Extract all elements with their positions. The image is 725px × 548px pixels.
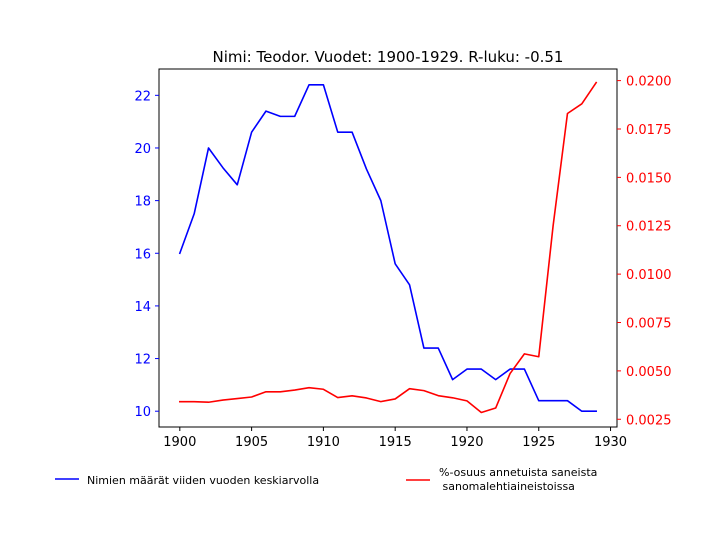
series-line-2	[179, 81, 598, 414]
legend-label-line: %-osuus annetuista saneista	[439, 466, 597, 479]
plot-frame	[158, 68, 618, 428]
plot-area: 1900 1905 1910 1915 1920 1925 1930 10 12 14 16 18 20…	[134, 68, 672, 450]
x-tick-label: 1920	[450, 435, 483, 450]
x-tick-label: 1930	[594, 435, 627, 450]
y-left-tick-label: 10	[134, 405, 151, 420]
y-right-tick-label: 0.0075	[626, 317, 672, 332]
y-right-tick-label: 0.0200	[626, 75, 672, 90]
y-left-tick-label: 12	[134, 353, 151, 368]
legend-label-2: %-osuus annetuista saneista sanomalehtia…	[439, 466, 597, 493]
series-line-1	[178, 83, 597, 413]
y-left-tick-label: 22	[134, 89, 151, 104]
legend-label-1: Nimien määrät viiden vuoden keskiarvolla	[87, 474, 319, 487]
y-right-tick-label: 0.0050	[626, 365, 672, 380]
x-tick-label: 1900	[163, 435, 196, 450]
y-left-tick-label: 18	[134, 195, 151, 210]
y-left-tick-label: 20	[134, 142, 151, 157]
legend-label-line: Nimien määrät viiden vuoden keskiarvolla	[87, 474, 319, 487]
y-left-tick-label: 16	[134, 247, 151, 262]
y-right-tick-label: 0.0150	[626, 171, 672, 186]
y-right-tick-label: 0.0100	[626, 268, 672, 283]
y-right-tick-label: 0.0025	[626, 413, 672, 428]
y-left-tick-label: 14	[134, 300, 151, 315]
x-tick-label: 1915	[379, 435, 412, 450]
legend: Nimien määrät viiden vuoden keskiarvolla…	[55, 466, 597, 493]
x-tick-label: 1905	[235, 435, 268, 450]
y-right-tick-label: 0.0175	[626, 123, 672, 138]
x-tick-label: 1925	[522, 435, 555, 450]
chart-title: Nimi: Teodor. Vuodet: 1900-1929. R-luku:…	[213, 48, 564, 66]
x-tick-label: 1910	[307, 435, 340, 450]
legend-label-line: sanomalehtiaineistoissa	[439, 480, 575, 493]
y-right-tick-label: 0.0125	[626, 220, 672, 235]
